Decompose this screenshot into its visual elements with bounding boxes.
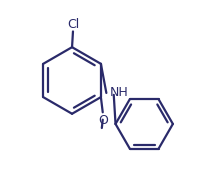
Text: Cl: Cl	[67, 18, 79, 31]
Text: O: O	[97, 114, 107, 127]
Text: NH: NH	[110, 86, 128, 100]
